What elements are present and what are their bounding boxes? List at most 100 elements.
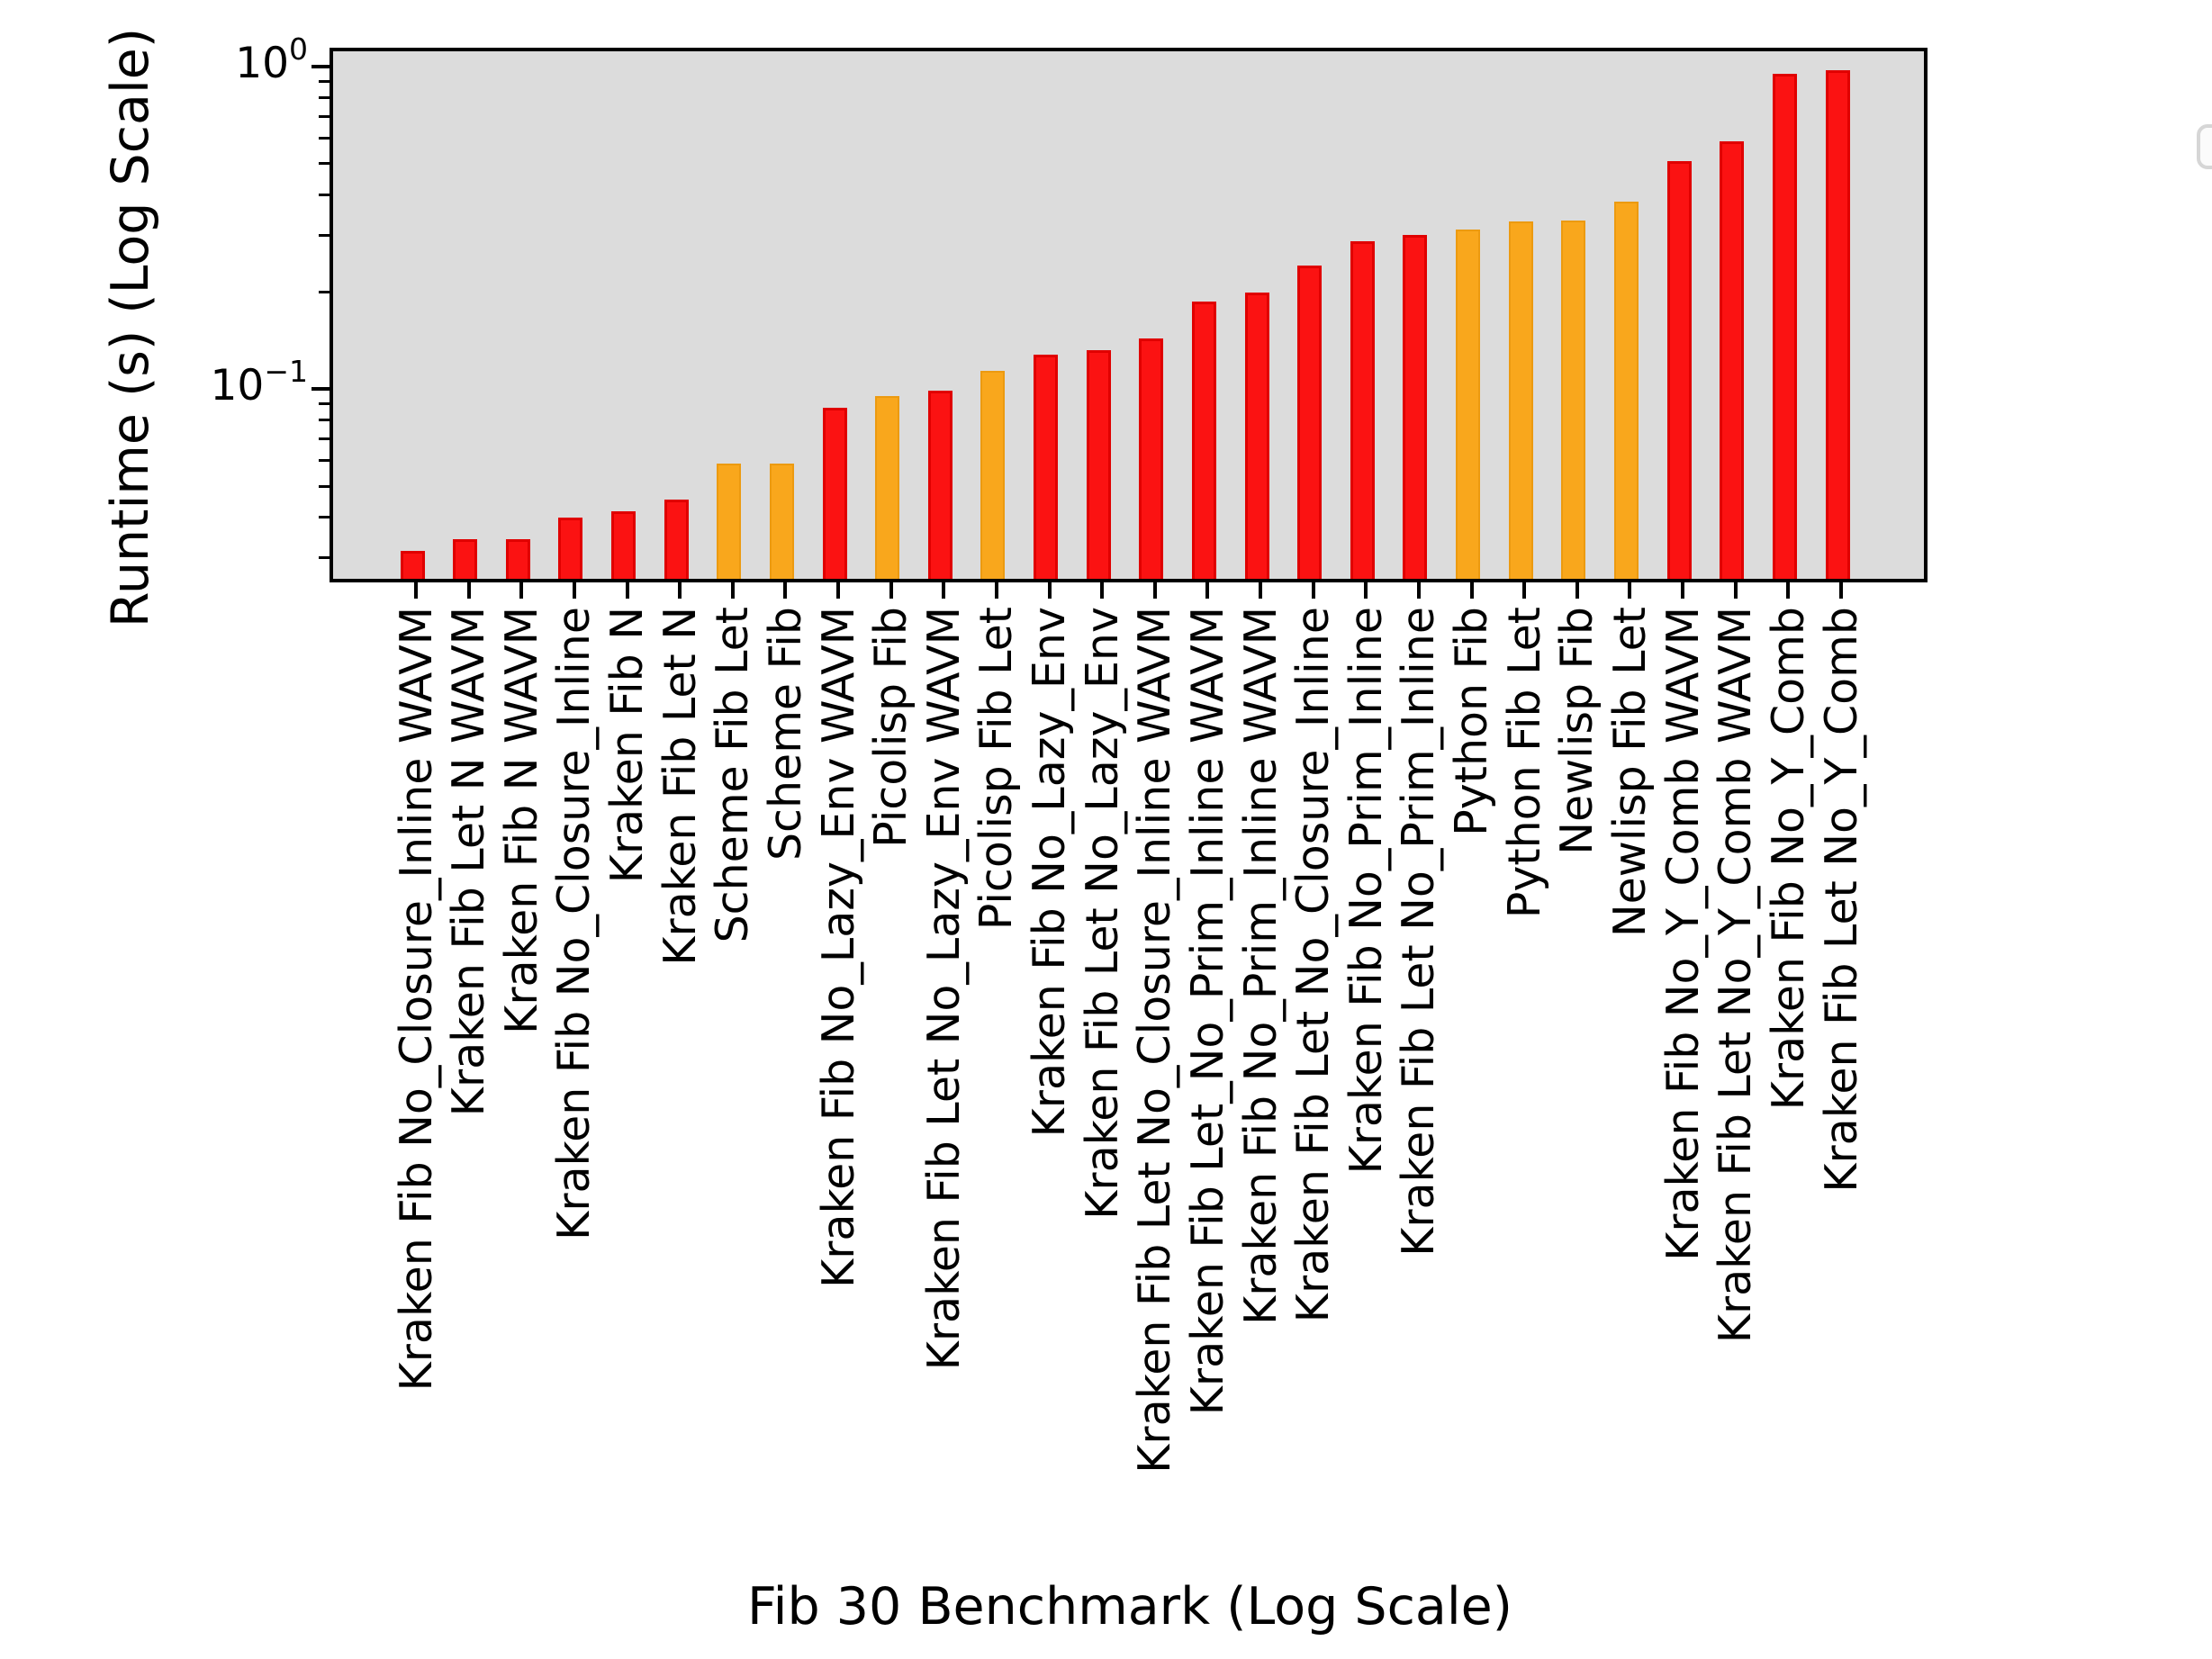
bar [453, 538, 478, 579]
x-tick-label: Kraken Fib Let No_Lazy_Env WAVM [917, 607, 970, 1371]
y-minor-tick [319, 516, 330, 519]
x-tick-label: Kraken Fib Let No_Lazy_Env [1076, 607, 1128, 1220]
bar [1086, 350, 1111, 579]
x-tick-label: Kraken Fib Let N WAVM [443, 607, 495, 1117]
y-minor-tick [319, 419, 330, 422]
bar [717, 464, 742, 579]
bar [558, 517, 583, 579]
bar [927, 390, 953, 579]
y-minor-tick [319, 556, 330, 560]
x-tick [1628, 582, 1632, 599]
x-tick-label: Kraken Fib No_Closure_Inline [548, 607, 600, 1240]
x-tick-label: Scheme Fib [759, 607, 811, 861]
x-tick [1839, 582, 1843, 599]
x-tick-label: Kraken Fib No_Closure_Inline WAVM [390, 607, 442, 1392]
bar [1297, 265, 1323, 579]
bar [611, 511, 637, 579]
y-minor-tick [319, 137, 330, 140]
bar [1772, 73, 1797, 579]
bar [1350, 241, 1375, 579]
x-axis-label: Fib 30 Benchmark (Log Scale) [747, 1577, 1512, 1636]
x-tick-label: Kraken Fib No_Lazy_Env WAVM [812, 607, 864, 1288]
y-minor-tick [319, 484, 330, 488]
x-tick-label: Picolisp Fib Let [971, 607, 1023, 931]
plot-area [330, 48, 2212, 582]
x-tick [1364, 582, 1368, 599]
y-minor-tick [319, 194, 330, 197]
y-minor-tick [319, 233, 330, 237]
bar [1825, 69, 1850, 579]
bar [400, 551, 425, 579]
x-tick-label: Kraken Fib Let No_Y_Comb [1815, 607, 1867, 1193]
x-tick [572, 582, 576, 599]
bar [1666, 160, 1692, 579]
x-tick-label: Kraken Fib Let N [654, 607, 706, 966]
x-tick-label: Kraken Fib No_Prim_Inline [1340, 607, 1392, 1175]
y-minor-tick [319, 290, 330, 293]
x-tick [783, 582, 788, 599]
x-tick [1733, 582, 1738, 599]
x-tick-label: Kraken Fib Let No_Y_Comb WAVM [1710, 607, 1762, 1344]
bar [505, 538, 530, 579]
x-tick-label: Kraken Fib Let No_Closure_Inline WAVM [1129, 607, 1181, 1474]
x-tick-label: Scheme Fib Let [707, 607, 759, 943]
x-tick-label: Kraken Fib Let No_Closure_Inline [1287, 607, 1340, 1323]
x-tick-label: Kraken Fib N WAVM [495, 607, 547, 1034]
bar [1244, 293, 1269, 579]
x-tick [519, 582, 524, 599]
y-tick-label: 10−1 [210, 354, 308, 411]
y-minor-tick [319, 96, 330, 100]
x-tick-label: Kraken Fib No_Y_Comb [1762, 607, 1814, 1111]
bar [769, 464, 794, 579]
bar [1720, 140, 1745, 579]
x-tick-label: Picolisp Fib [865, 607, 917, 848]
x-tick [1575, 582, 1579, 599]
x-tick [625, 582, 629, 599]
x-tick [1047, 582, 1052, 599]
x-tick [836, 582, 841, 599]
bar [1139, 338, 1164, 579]
bar [664, 499, 689, 579]
bar [1508, 221, 1533, 579]
x-tick [1681, 582, 1685, 599]
y-minor-tick [319, 437, 330, 441]
y-minor-tick [319, 459, 330, 463]
bar [1613, 202, 1639, 579]
x-tick-label: Kraken Fib No_Lazy_Env [1024, 607, 1076, 1138]
y-minor-tick [319, 162, 330, 166]
x-tick [1100, 582, 1105, 599]
x-tick [1311, 582, 1315, 599]
x-tick [730, 582, 735, 599]
bar [1561, 221, 1586, 579]
y-minor-tick [319, 115, 330, 119]
x-tick [994, 582, 998, 599]
x-tick-label: Kraken Fib N [601, 607, 654, 884]
y-major-tick [311, 387, 330, 392]
bar [875, 396, 900, 579]
legend-box [2197, 124, 2212, 169]
y-minor-tick [319, 79, 330, 83]
x-tick-label: Python Fib Let [1498, 607, 1550, 919]
x-tick-label: Newlisp Fib [1551, 607, 1603, 855]
x-tick-label: Python Fib [1446, 607, 1498, 836]
y-axis-label: Runtime (s) (Log Scale) [101, 27, 160, 628]
x-tick-label: Newlisp Fib Let [1603, 607, 1656, 938]
x-tick [889, 582, 893, 599]
bar [1456, 230, 1481, 579]
bar [822, 408, 847, 579]
x-tick [1469, 582, 1474, 599]
x-tick [1259, 582, 1263, 599]
x-tick-label: Kraken Fib Let No_Prim_Inline [1393, 607, 1445, 1257]
x-tick-label: Kraken Fib No_Y_Comb WAVM [1657, 607, 1709, 1261]
x-tick [466, 582, 471, 599]
bar [1191, 301, 1216, 579]
bar [980, 371, 1006, 579]
x-tick [942, 582, 946, 599]
bar [1403, 235, 1428, 579]
x-tick [1205, 582, 1210, 599]
x-tick [1786, 582, 1791, 599]
bar [1034, 354, 1059, 579]
y-major-tick [311, 65, 330, 69]
x-tick-label: Kraken Fib No_Prim_Inline WAVM [1234, 607, 1287, 1325]
